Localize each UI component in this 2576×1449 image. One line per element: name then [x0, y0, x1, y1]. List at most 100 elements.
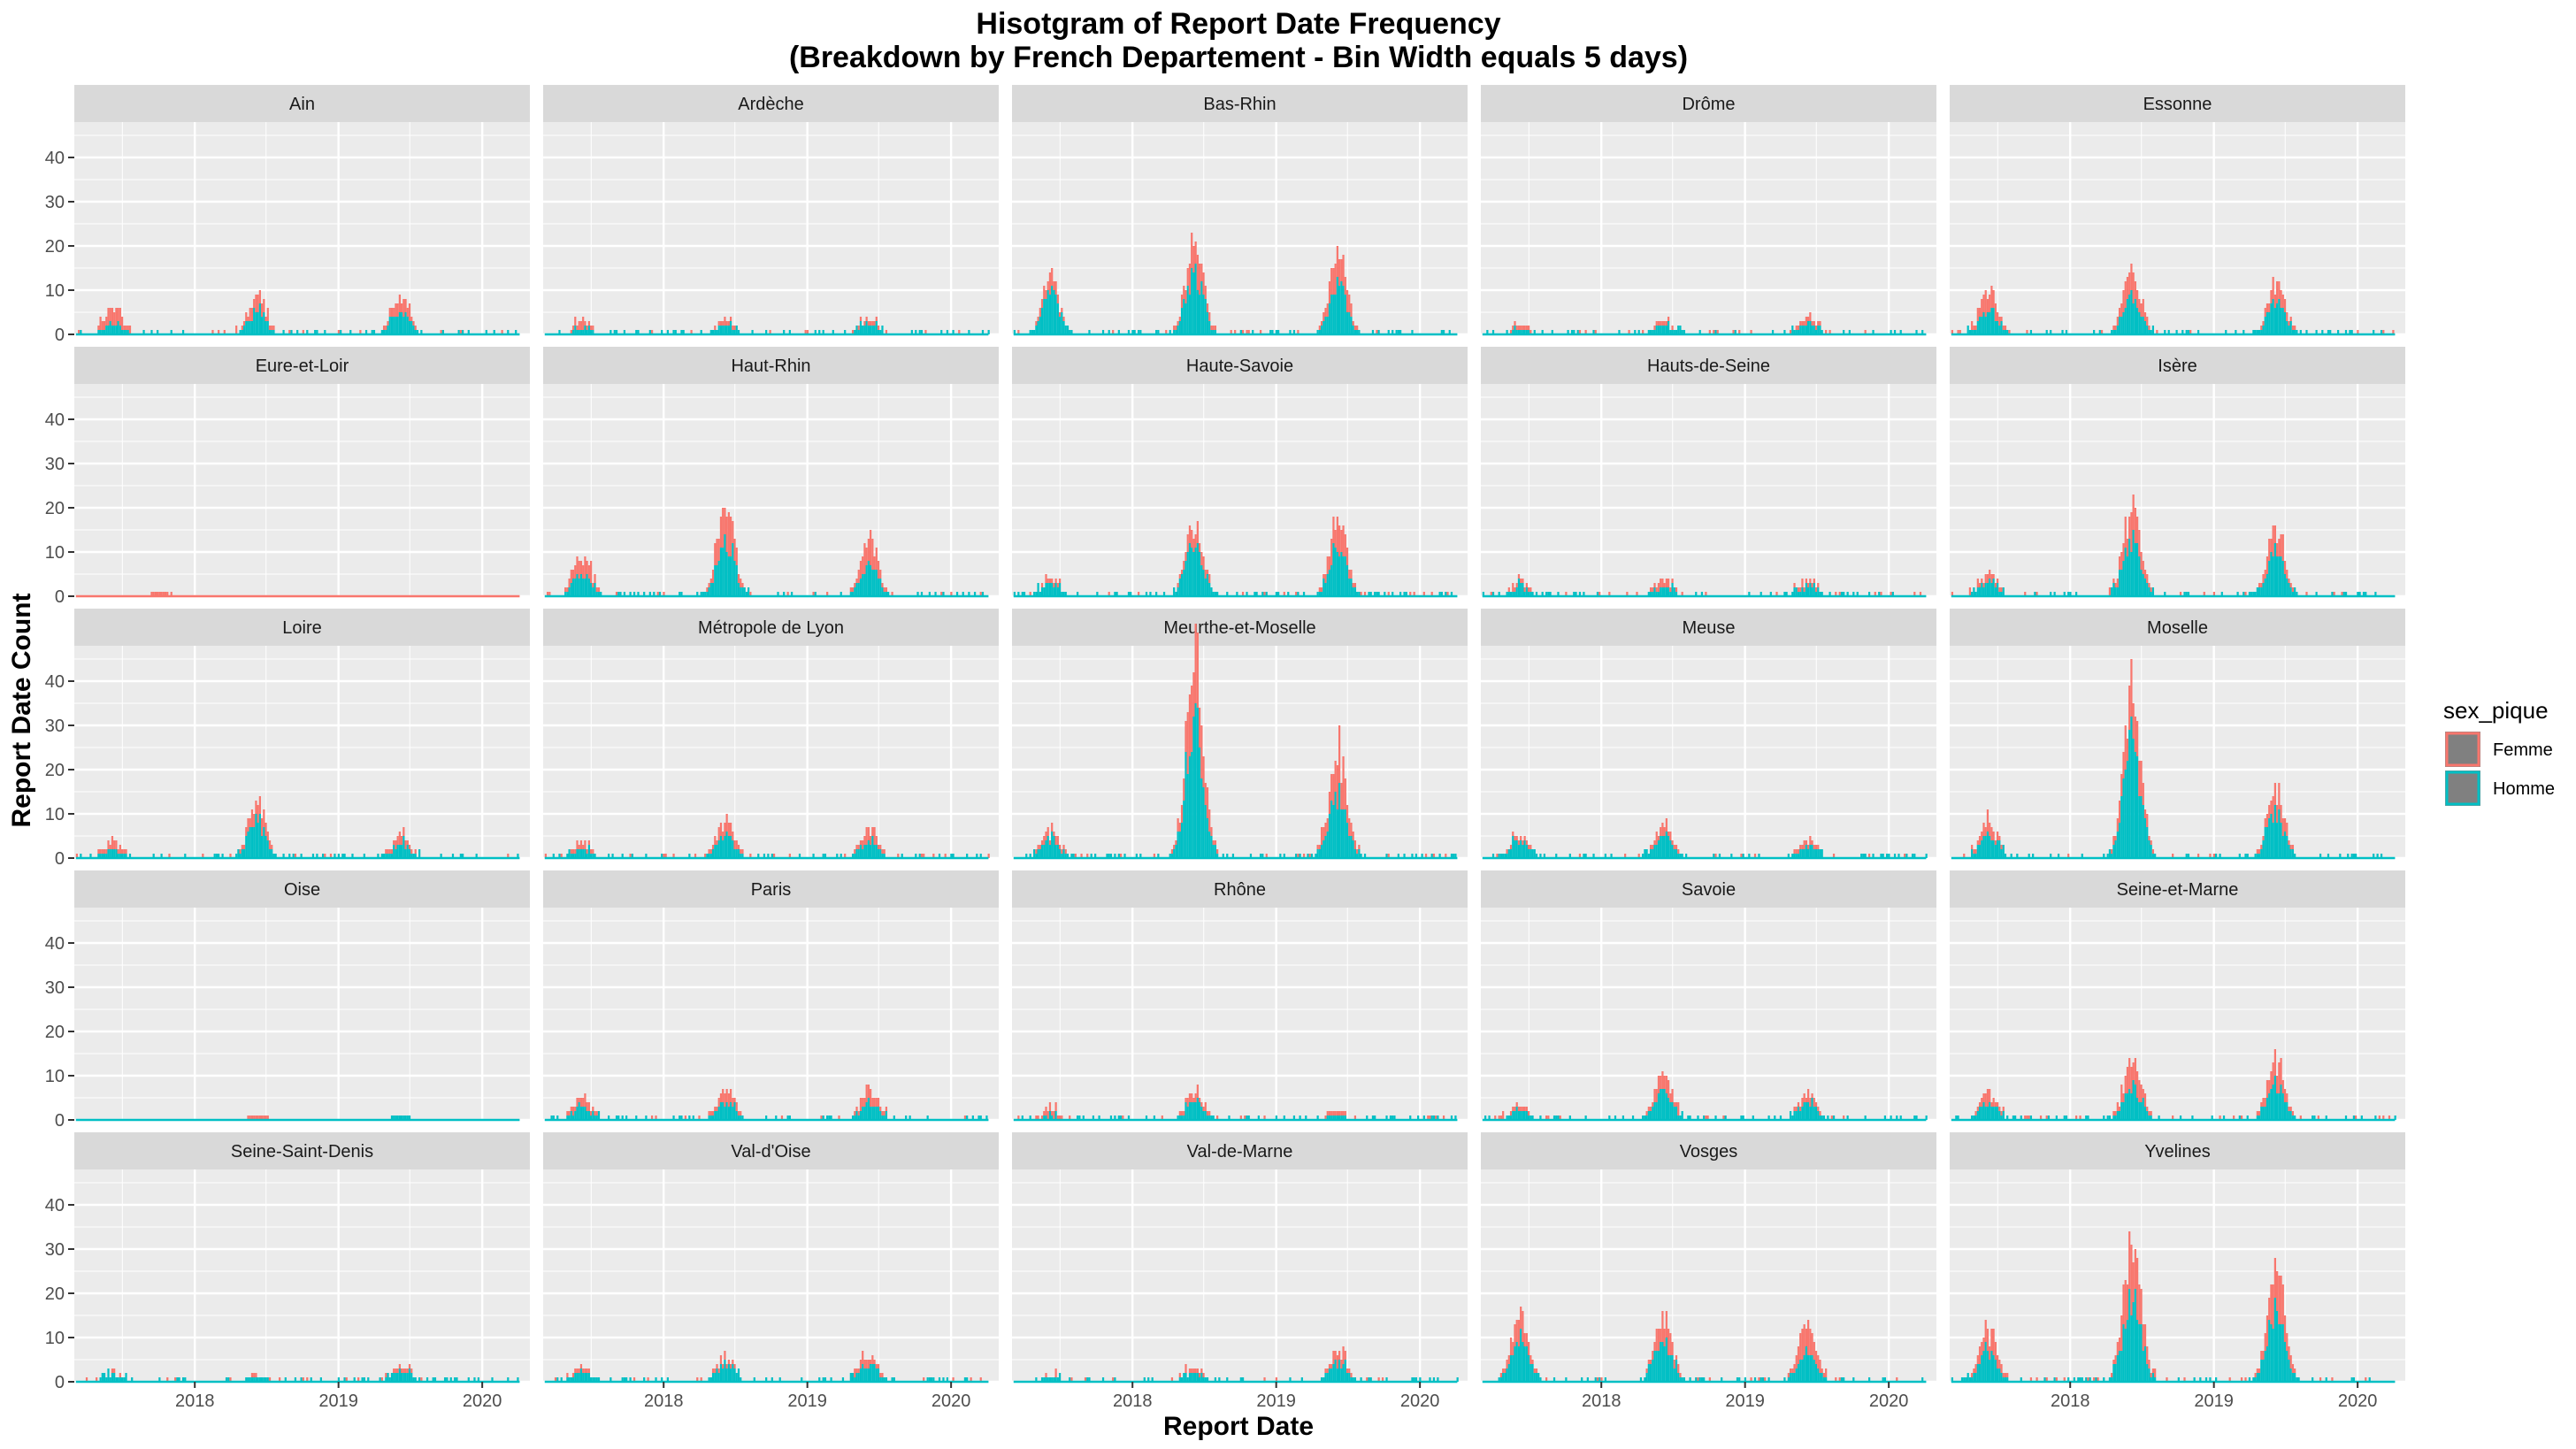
bar-femme — [1957, 330, 1959, 334]
bar-homme — [2270, 303, 2273, 334]
bar-homme — [1502, 854, 1505, 858]
bar-femme — [963, 1116, 967, 1120]
bar-homme — [2291, 1116, 2295, 1120]
bar-homme — [1096, 592, 1099, 596]
bar-femme — [1328, 792, 1331, 814]
bar-homme — [2185, 592, 2188, 596]
bar-femme — [1058, 579, 1062, 583]
bar-homme — [2089, 1377, 2091, 1382]
bar-femme — [877, 845, 880, 849]
bar-femme — [1328, 281, 1331, 303]
bar-femme — [2288, 1107, 2290, 1111]
bar-homme — [2283, 574, 2287, 596]
bar-homme — [408, 1368, 411, 1382]
bar-homme — [1499, 1377, 1503, 1382]
bar-homme — [398, 1368, 402, 1382]
bar-homme — [1297, 592, 1300, 596]
bar-homme — [775, 1116, 778, 1120]
bar-femme — [229, 1377, 232, 1382]
bar-femme — [729, 1364, 732, 1368]
bar-homme — [2365, 592, 2367, 596]
bar-homme — [2132, 303, 2135, 334]
bar-homme — [1184, 303, 1187, 334]
bar-homme — [824, 1377, 827, 1382]
bar-homme — [1677, 1116, 1680, 1120]
bar-homme — [1976, 1364, 1979, 1382]
bar-homme — [1202, 570, 1205, 596]
bar-homme — [867, 561, 870, 596]
bar-homme — [1893, 854, 1897, 858]
bar-homme — [859, 1368, 862, 1382]
bar-homme — [101, 330, 104, 334]
bar-homme — [1392, 592, 1394, 596]
bar-homme — [485, 330, 487, 334]
bar-femme — [722, 321, 724, 326]
bar-homme — [1177, 1116, 1179, 1120]
bar-homme — [89, 854, 92, 858]
bar-femme — [1053, 281, 1055, 290]
bar-femme — [2120, 552, 2123, 570]
bar-homme — [1210, 587, 1213, 596]
bar-femme — [78, 330, 80, 334]
bar-femme — [1509, 1111, 1513, 1116]
bar-femme — [1974, 849, 1977, 854]
bar-homme — [245, 321, 248, 334]
bar-homme — [655, 1377, 657, 1382]
bar-homme — [595, 1116, 598, 1120]
bar-homme — [2394, 1116, 2396, 1120]
bar-homme — [1108, 854, 1110, 858]
bar-femme — [1153, 854, 1156, 858]
bar-homme — [1661, 1342, 1664, 1382]
bar-femme — [1051, 579, 1054, 583]
bar-homme — [1029, 330, 1031, 334]
bar-femme — [2240, 1116, 2243, 1120]
bar-homme — [2252, 592, 2255, 596]
bar-homme — [225, 1377, 228, 1382]
bar-homme — [1196, 1373, 1199, 1382]
bar-homme — [871, 570, 874, 596]
bar-femme — [1661, 579, 1664, 587]
bar-homme — [1974, 330, 1977, 334]
bar-femme — [1545, 1116, 1548, 1120]
bar-femme — [1992, 574, 1995, 579]
bar-femme — [1697, 1377, 1699, 1382]
bar-femme — [1671, 579, 1674, 583]
bar-femme — [1037, 317, 1039, 321]
bar-femme — [1017, 1116, 1020, 1120]
bar-homme — [2288, 845, 2290, 858]
bar-femme — [2111, 849, 2113, 854]
bar-homme — [1657, 326, 1660, 334]
bar-femme — [1204, 570, 1207, 579]
bar-homme — [107, 326, 110, 334]
bar-femme — [1186, 534, 1189, 552]
bar-homme — [1673, 330, 1675, 334]
bar-homme — [643, 1377, 646, 1382]
bar-homme — [1771, 330, 1775, 334]
bar-homme — [1530, 592, 1532, 596]
bar-homme — [1973, 1116, 1975, 1120]
bar-homme — [2122, 312, 2125, 334]
bar-homme — [1872, 854, 1874, 858]
bar-femme — [117, 308, 119, 321]
bar-femme — [2116, 1342, 2119, 1355]
bar-femme — [1340, 1111, 1343, 1116]
bar-homme — [1318, 330, 1321, 334]
bar-femme — [870, 321, 872, 326]
bar-homme — [1119, 1116, 1123, 1120]
bar-homme — [1192, 1373, 1195, 1382]
bar-homme — [2143, 579, 2147, 596]
bar-homme — [1033, 849, 1036, 858]
facet-strip-label: Val-d'Oise — [731, 1142, 810, 1162]
bar-homme — [1663, 587, 1666, 596]
bar-femme — [395, 1368, 397, 1373]
bar-homme — [382, 854, 386, 858]
panel-background — [1950, 908, 2405, 1120]
bar-homme — [2276, 1311, 2279, 1382]
bar-homme — [2128, 1089, 2131, 1120]
bar-homme — [1669, 1355, 1672, 1382]
bar-femme — [1713, 330, 1715, 334]
bar-femme — [1320, 587, 1323, 592]
bar-femme — [2289, 1355, 2292, 1368]
bar-femme — [1811, 840, 1813, 845]
bar-homme — [117, 1377, 119, 1382]
